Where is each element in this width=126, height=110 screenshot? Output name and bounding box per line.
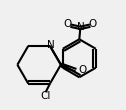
Text: N: N — [47, 40, 54, 50]
Text: O: O — [64, 19, 72, 29]
Text: Cl: Cl — [40, 91, 51, 101]
Text: O: O — [89, 19, 97, 29]
Text: O: O — [79, 65, 87, 75]
Text: N: N — [76, 22, 84, 32]
